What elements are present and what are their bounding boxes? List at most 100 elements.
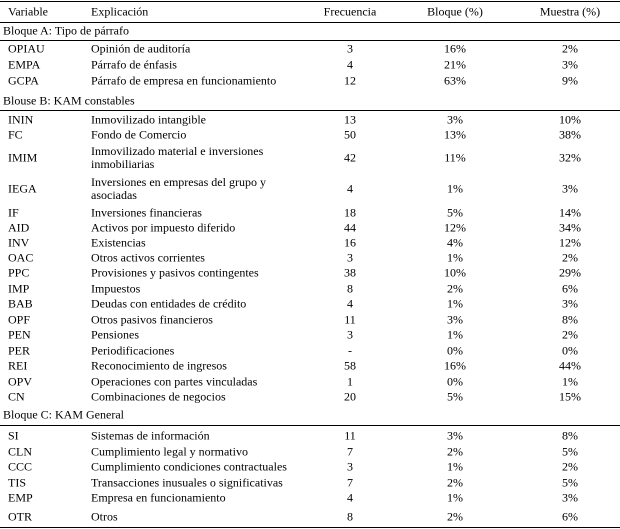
sample-percent: 29%	[559, 265, 581, 280]
frequency: 8	[347, 509, 353, 524]
frequency: 18	[344, 205, 356, 220]
frequency: 58	[344, 358, 356, 373]
variable: EMPA	[8, 57, 41, 72]
explanation: Fondo de Comercio	[91, 127, 187, 142]
frequency: 7	[347, 475, 353, 490]
sample-percent: 15%	[559, 389, 581, 404]
sample-percent: 2%	[562, 250, 578, 265]
variable: OPF	[8, 312, 31, 327]
rule	[0, 425, 620, 426]
sample-percent: 2%	[562, 327, 578, 342]
variable: CN	[8, 389, 25, 404]
explanation: Cumplimiento legal y normativo	[91, 444, 248, 459]
frequency: 20	[344, 389, 356, 404]
variable: ININ	[8, 112, 34, 127]
rule	[0, 527, 620, 528]
variable: INV	[8, 235, 30, 250]
explanation: Sistemas de información	[91, 428, 210, 443]
variable: EMP	[8, 490, 33, 505]
rule	[0, 110, 620, 111]
sample-percent: 38%	[559, 127, 581, 142]
block-percent: 0%	[447, 343, 463, 358]
frequency: 7	[347, 444, 353, 459]
sample-percent: 8%	[562, 312, 578, 327]
frequency: 3	[347, 250, 353, 265]
frequency: 8	[347, 281, 353, 296]
variable: IMIM	[8, 150, 38, 165]
block-percent: 0%	[447, 374, 463, 389]
sample-percent: 2%	[562, 459, 578, 474]
variable: OAC	[8, 250, 34, 265]
sample-percent: 10%	[559, 112, 581, 127]
block-percent: 1%	[447, 327, 463, 342]
explanation: Existencias	[91, 235, 146, 250]
variable: CLN	[8, 444, 32, 459]
sample-percent: 1%	[562, 374, 578, 389]
explanation: Otros pasivos financieros	[91, 312, 213, 327]
column-header: Bloque (%)	[427, 4, 483, 19]
frequency: 4	[347, 57, 353, 72]
frequency: 16	[344, 235, 356, 250]
block-percent: 2%	[447, 475, 463, 490]
block-percent: 1%	[447, 181, 463, 196]
column-header: Explicación	[91, 4, 149, 19]
variable: GCPA	[8, 73, 39, 88]
frequency: -	[348, 343, 352, 358]
explanation: Párrafo de empresa en funcionamiento	[91, 73, 277, 88]
variable: PEN	[8, 327, 31, 342]
block-percent: 4%	[447, 235, 463, 250]
block-percent: 21%	[444, 57, 466, 72]
frequency: 12	[344, 73, 356, 88]
sample-percent: 44%	[559, 358, 581, 373]
sample-percent: 3%	[562, 490, 578, 505]
frequency: 4	[347, 490, 353, 505]
frequency: 11	[344, 428, 356, 443]
variable: IF	[8, 205, 19, 220]
rule	[0, 1, 620, 2]
sample-percent: 9%	[562, 73, 578, 88]
section-title: Blouse B: KAM constables	[3, 93, 135, 108]
explanation: Inversiones en empresas del grupo y asoc…	[91, 175, 266, 202]
block-percent: 1%	[447, 250, 463, 265]
variable: CCC	[8, 459, 33, 474]
explanation: Operaciones con partes vinculadas	[91, 374, 258, 389]
frequency: 3	[347, 459, 353, 474]
block-percent: 12%	[444, 220, 466, 235]
block-percent: 3%	[447, 428, 463, 443]
sample-percent: 3%	[562, 296, 578, 311]
block-percent: 1%	[447, 459, 463, 474]
explanation: Otros	[91, 509, 118, 524]
frequency: 50	[344, 127, 356, 142]
explanation: Deudas con entidades de crédito	[91, 296, 247, 311]
variable: OTR	[8, 509, 32, 524]
block-percent: 3%	[447, 312, 463, 327]
explanation: Inversiones financieras	[91, 205, 202, 220]
sample-percent: 5%	[562, 475, 578, 490]
explanation: Otros activos corrientes	[91, 250, 205, 265]
variable: TIS	[8, 475, 26, 490]
frequency: 3	[347, 327, 353, 342]
sample-percent: 34%	[559, 220, 581, 235]
frequency: 13	[344, 112, 356, 127]
variable: REI	[8, 358, 28, 373]
variable: PPC	[8, 265, 30, 280]
explanation: Periodificaciones	[91, 343, 175, 358]
frequency: 4	[347, 181, 353, 196]
frequency: 1	[347, 374, 353, 389]
variable: FC	[8, 127, 23, 142]
explanation: Provisiones y pasivos contingentes	[91, 265, 259, 280]
variable: IEGA	[8, 181, 37, 196]
variable: PER	[8, 343, 31, 358]
block-percent: 2%	[447, 444, 463, 459]
explanation: Inmovilizado material e inversiones inmo…	[91, 144, 264, 171]
block-percent: 2%	[447, 281, 463, 296]
sample-percent: 12%	[559, 235, 581, 250]
sample-percent: 6%	[562, 509, 578, 524]
variable: SI	[8, 428, 19, 443]
sample-percent: 3%	[562, 57, 578, 72]
frequency: 38	[344, 265, 356, 280]
sample-percent: 14%	[559, 205, 581, 220]
section-title: Bloque C: KAM General	[3, 407, 124, 422]
variable: AID	[8, 220, 30, 235]
frequency: 11	[344, 312, 356, 327]
